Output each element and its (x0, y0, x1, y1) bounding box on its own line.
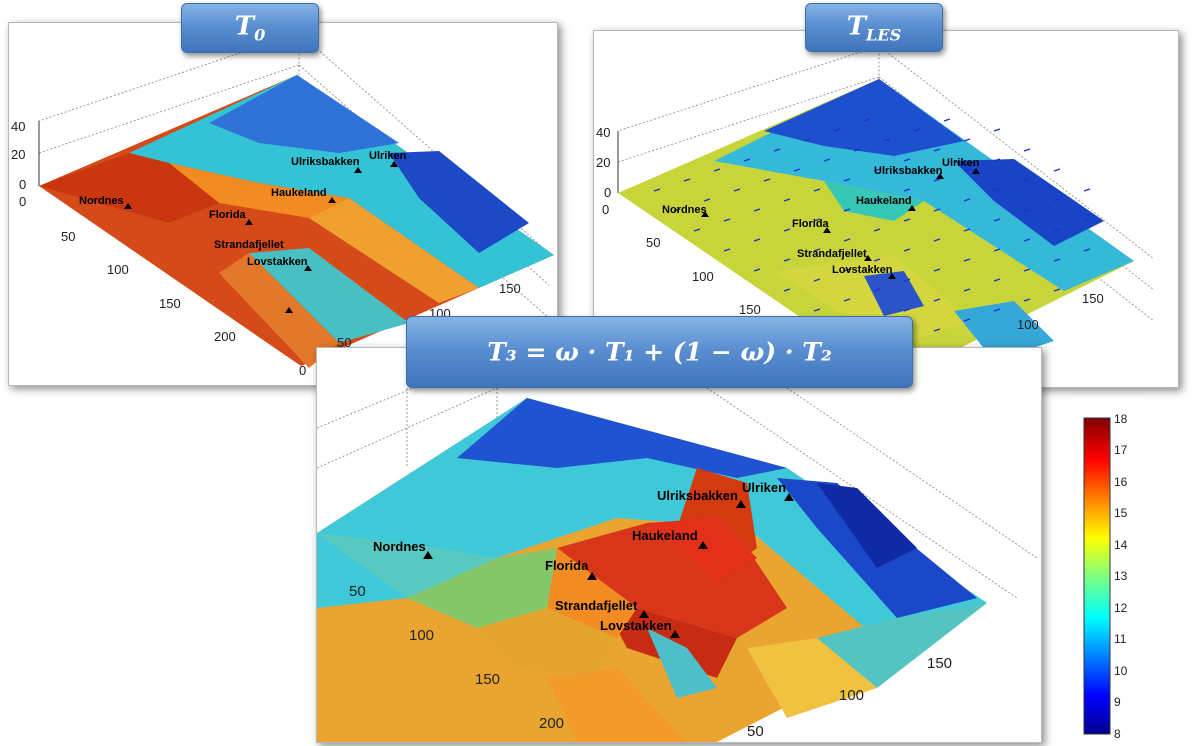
svg-text:10: 10 (1114, 664, 1128, 678)
colorbar-svg: 18 17 16 15 14 13 12 11 10 9 8 (1083, 412, 1128, 741)
svg-text:40: 40 (11, 119, 25, 134)
svg-text:100: 100 (409, 627, 434, 644)
panel-t3: Nordnes Florida Haukeland Ulriksbakken U… (316, 347, 1042, 743)
svg-text:17: 17 (1114, 443, 1128, 457)
svg-text:200: 200 (214, 329, 236, 344)
t3-label-lovstakken: Lovstakken (600, 618, 672, 633)
svg-text:100: 100 (1017, 317, 1039, 332)
tles-label-lovstakken: Lovstakken (832, 264, 893, 276)
svg-text:50: 50 (349, 583, 366, 600)
t3-label-haukeland: Haukeland (632, 528, 698, 543)
svg-text:150: 150 (1082, 291, 1104, 306)
svg-text:150: 150 (159, 296, 181, 311)
svg-text:0: 0 (602, 202, 609, 217)
colorbar: 18 17 16 15 14 13 12 11 10 9 8 (1078, 398, 1140, 741)
panel-t0: Nordnes Florida Haukeland Ulriksbakken U… (8, 22, 558, 386)
svg-text:100: 100 (107, 262, 129, 277)
svg-text:50: 50 (646, 235, 660, 250)
svg-text:0: 0 (19, 177, 26, 192)
svg-text:15: 15 (1114, 506, 1128, 520)
t3-label-nordnes: Nordnes (373, 539, 426, 554)
t0-surface-plot: Nordnes Florida Haukeland Ulriksbakken U… (11, 32, 554, 378)
svg-text:13: 13 (1114, 569, 1128, 583)
tles-surface-plot: Nordnes Florida Haukeland Ulriksbakken U… (596, 45, 1155, 381)
tles-label-strandafjellet: Strandafjellet (797, 248, 867, 260)
svg-text:100: 100 (839, 687, 864, 704)
t0-label-ulriksbakken: Ulriksbakken (291, 156, 360, 168)
colorbar-gradient (1083, 417, 1111, 735)
svg-text:150: 150 (927, 655, 952, 672)
svg-text:11: 11 (1114, 632, 1127, 646)
colorbar-ticks: 18 17 16 15 14 13 12 11 10 9 8 (1114, 412, 1128, 741)
tles-label-ulriksbakken: Ulriksbakken (874, 165, 943, 177)
svg-text:150: 150 (475, 671, 500, 688)
t0-location-markers (124, 161, 398, 313)
svg-text:100: 100 (692, 269, 714, 284)
t3-label-strandafjellet: Strandafjellet (555, 598, 638, 613)
svg-text:20: 20 (596, 155, 610, 170)
svg-text:0: 0 (604, 185, 611, 200)
svg-text:12: 12 (1114, 601, 1128, 615)
t3-label-ulriksbakken: Ulriksbakken (657, 488, 738, 503)
svg-text:40: 40 (596, 125, 610, 140)
svg-text:20: 20 (11, 147, 25, 162)
svg-text:0: 0 (299, 363, 306, 378)
t3-location-labels: Nordnes Florida Haukeland Ulriksbakken U… (373, 480, 786, 633)
tles-label-florida: Florida (792, 218, 830, 230)
svg-text:14: 14 (1114, 538, 1128, 552)
t3-label-ulriken: Ulriken (742, 480, 786, 495)
tles-label-nordnes: Nordnes (662, 204, 707, 216)
tles-label-ulriken: Ulriken (942, 157, 980, 169)
tles-location-markers (701, 168, 980, 279)
t0-terrain-surface (39, 75, 554, 368)
tles-location-labels: Nordnes Florida Haukeland Ulriksbakken U… (662, 157, 980, 276)
t0-label-strandafjellet: Strandafjellet (214, 239, 284, 251)
t0-location-labels: Nordnes Florida Haukeland Ulriksbakken U… (79, 150, 407, 268)
svg-text:50: 50 (747, 723, 764, 740)
svg-text:50: 50 (337, 335, 351, 350)
svg-text:200: 200 (539, 715, 564, 732)
svg-text:18: 18 (1114, 412, 1128, 426)
t3-surface-plot: Nordnes Florida Haukeland Ulriksbakken U… (317, 377, 1038, 742)
t3-axis-ticks: 50 100 150 200 50 100 150 (349, 583, 952, 740)
t3-label-florida: Florida (545, 558, 589, 573)
svg-text:150: 150 (499, 281, 521, 296)
svg-text:50: 50 (61, 229, 75, 244)
t3-location-markers (423, 493, 794, 638)
svg-text:8: 8 (1114, 727, 1121, 741)
t0-label-nordnes: Nordnes (79, 195, 124, 207)
t3-terrain-surface (317, 398, 987, 742)
svg-text:0: 0 (19, 194, 26, 209)
title-t0: T0 (181, 3, 319, 53)
tles-axis-ticks: 40 20 0 0 50 100 150 100 150 (596, 125, 1104, 332)
title-tles: TLES (805, 3, 943, 52)
svg-text:16: 16 (1114, 475, 1128, 489)
t0-label-lovstakken: Lovstakken (247, 256, 308, 268)
svg-text:9: 9 (1114, 695, 1121, 709)
title-t3: T₃ = ω · T₁ + (1 − ω) · T₂ (406, 316, 913, 388)
t0-label-ulriken: Ulriken (369, 150, 407, 162)
t0-label-florida: Florida (209, 209, 247, 221)
t0-label-haukeland: Haukeland (271, 187, 327, 199)
tles-label-haukeland: Haukeland (856, 195, 912, 207)
svg-text:150: 150 (739, 302, 761, 317)
